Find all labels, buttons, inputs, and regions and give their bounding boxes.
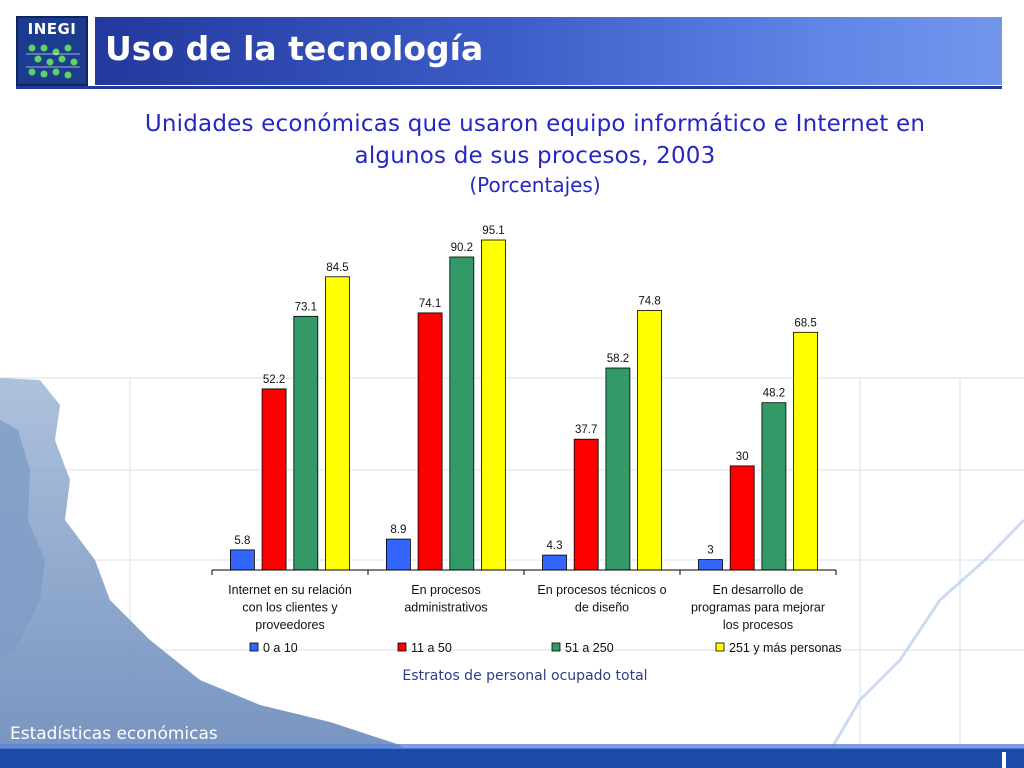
bar-value-label: 73.1 xyxy=(295,301,317,313)
x-axis-title: Estratos de personal ocupado total xyxy=(402,668,648,684)
bar-value-label: 84.5 xyxy=(326,262,348,274)
chart-title: Unidades económicas que usaron equipo in… xyxy=(144,111,926,169)
bar xyxy=(729,465,755,571)
bar-value-label: 90.2 xyxy=(451,242,473,254)
bar xyxy=(481,239,506,571)
bar xyxy=(793,331,818,571)
legend-swatch xyxy=(551,642,561,652)
bar xyxy=(573,438,599,571)
background-grid xyxy=(0,377,1024,768)
bar-value-label: 4.3 xyxy=(547,540,563,552)
bar-value-label: 74.1 xyxy=(419,298,441,310)
footer-marker xyxy=(1002,752,1006,768)
legend-swatch xyxy=(249,642,259,652)
inegi-logo-text: INEGI xyxy=(27,20,77,38)
bar xyxy=(293,315,319,571)
legend-label: 251 y más personas xyxy=(729,641,842,655)
bar xyxy=(325,276,350,571)
header-underline xyxy=(16,86,1002,89)
bar-value-label: 5.8 xyxy=(234,535,250,547)
legend-label: 11 a 50 xyxy=(411,641,452,655)
bar-value-label: 37.7 xyxy=(575,424,597,436)
footer-band-light xyxy=(0,744,1024,749)
bar-value-label: 74.8 xyxy=(638,295,660,307)
bar xyxy=(449,256,475,571)
page-title: Uso de la tecnología xyxy=(105,29,484,68)
category-label: Internet en su relación con los clientes … xyxy=(228,583,352,632)
bar xyxy=(417,312,443,571)
bar xyxy=(385,538,411,571)
bar xyxy=(229,549,255,571)
bar xyxy=(761,402,787,571)
mexico-map-silhouette xyxy=(0,378,420,768)
legend-swatch xyxy=(397,642,407,652)
bar xyxy=(542,554,567,571)
bar-value-label: 30 xyxy=(736,451,749,463)
category-label: En procesos técnicos o de diseño xyxy=(537,583,666,615)
footer-label: Estadísticas económicas xyxy=(10,724,218,744)
bar xyxy=(698,559,723,571)
background-trend-line xyxy=(818,518,1024,768)
header-bar: Uso de la tecnología xyxy=(95,17,1002,85)
baja-peninsula-silhouette xyxy=(0,420,45,660)
bar xyxy=(637,309,662,571)
bar-value-label: 58.2 xyxy=(607,353,629,365)
category-label: En procesos administrativos xyxy=(404,583,487,615)
bar xyxy=(261,388,287,571)
chart-title-block: Unidades económicas que usaron equipo in… xyxy=(140,108,930,198)
bar-value-label: 8.9 xyxy=(390,524,406,536)
bar-value-label: 3 xyxy=(707,545,713,557)
inegi-logo: INEGI xyxy=(16,16,88,86)
bar xyxy=(605,367,631,571)
bar-value-label: 68.5 xyxy=(794,317,816,329)
chart-subtitle: (Porcentajes) xyxy=(469,173,601,197)
legend-swatch xyxy=(715,642,725,652)
bar-value-label: 52.2 xyxy=(263,374,285,386)
bar-value-label: 95.1 xyxy=(482,225,504,237)
inegi-logo-dots xyxy=(26,44,80,79)
legend-label: 51 a 250 xyxy=(565,641,614,655)
bar-value-label: 48.2 xyxy=(763,388,785,400)
legend-label: 0 a 10 xyxy=(263,641,298,655)
footer-band xyxy=(0,748,1024,768)
category-label: En desarrollo de programas para mejorar lo… xyxy=(691,583,825,632)
